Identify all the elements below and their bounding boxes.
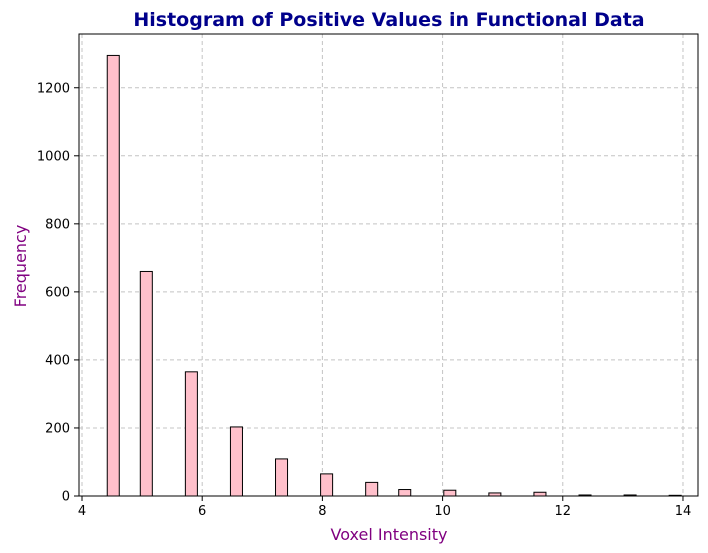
- histogram-bar: [365, 481, 379, 497]
- histogram-bar: [320, 473, 334, 497]
- histogram-bar: [229, 426, 243, 497]
- x-tick-label: 6: [198, 504, 206, 519]
- histogram-bar: [533, 491, 547, 497]
- histogram-bars: [106, 54, 682, 497]
- x-tick-label: 12: [555, 504, 572, 519]
- y-tick-label: 1000: [37, 149, 70, 164]
- x-tick-label: 4: [78, 504, 86, 519]
- y-tick-label: 200: [45, 421, 70, 436]
- histogram-bar: [106, 54, 120, 497]
- y-tick-label: 0: [62, 490, 70, 505]
- y-tick-label: 1200: [37, 81, 70, 96]
- chart-title: Histogram of Positive Values in Function…: [133, 9, 644, 31]
- histogram-bar: [275, 458, 289, 497]
- histogram-bar: [139, 270, 153, 497]
- histogram-bar: [443, 489, 457, 497]
- y-tick-label: 800: [45, 217, 70, 232]
- histogram-bar: [184, 371, 198, 497]
- x-tick-label: 8: [318, 504, 326, 519]
- histogram-bar: [398, 489, 412, 497]
- plot-frame: [78, 33, 699, 497]
- y-axis-label: Frequency: [11, 225, 30, 308]
- grid-lines: [79, 34, 698, 497]
- x-axis-label: Voxel Intensity: [331, 525, 448, 544]
- x-tick-label: 10: [434, 504, 451, 519]
- y-tick-label: 400: [45, 353, 70, 368]
- x-tick-label: 14: [675, 504, 692, 519]
- axis-ticks: 4 6 8 10 12 14 0 200 400 600 800 1000 1200: [37, 81, 691, 519]
- y-tick-label: 600: [45, 285, 70, 300]
